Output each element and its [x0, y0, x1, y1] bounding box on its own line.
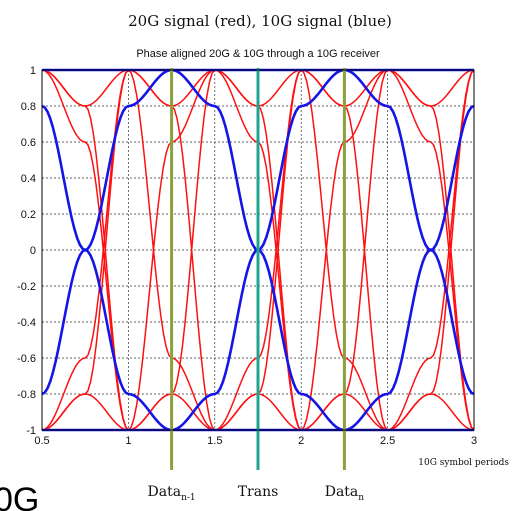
x-tick-label: 0.5	[34, 435, 49, 447]
x-tick-label: 2.5	[380, 435, 395, 447]
corner-text: 0G	[0, 481, 39, 511]
y-tick-label: 0.8	[21, 101, 36, 113]
chart-title: Phase aligned 20G & 10G through a 10G re…	[136, 48, 380, 60]
y-tick-label: 0	[30, 245, 36, 257]
y-tick-label: 0.6	[21, 137, 36, 149]
tick-layer: 0.5 1 1.5 2 2.5 3 -1 -0.8 -0.6 -0.4 -0.2 0 0.2 0.4 0.6…	[17, 65, 477, 447]
y-tick-label: -0.6	[17, 353, 36, 365]
y-tick-label: 0.4	[21, 173, 36, 185]
marker-label: Trans	[238, 484, 279, 500]
marker-label-layer: Datan-1 Trans Datan	[148, 484, 365, 503]
x-tick-label: 3	[471, 435, 477, 447]
x-tick-label: 1	[125, 435, 131, 447]
y-tick-label: -0.8	[17, 389, 36, 401]
y-tick-label: -1	[26, 425, 36, 437]
y-tick-label: -0.2	[17, 281, 36, 293]
x-tick-label: 2	[298, 435, 304, 447]
y-tick-label: 1	[30, 65, 36, 77]
marker-layer	[170, 68, 346, 470]
x-axis-label: 10G symbol periods	[418, 458, 509, 468]
figure-heading: 20G signal (red), 10G signal (blue)	[128, 12, 392, 30]
marker-label: Datan	[325, 484, 365, 503]
y-tick-label: -0.4	[17, 317, 36, 329]
plot-frame	[41, 69, 475, 431]
x-tick-label: 1.5	[207, 435, 222, 447]
y-tick-label: 0.2	[21, 209, 36, 221]
